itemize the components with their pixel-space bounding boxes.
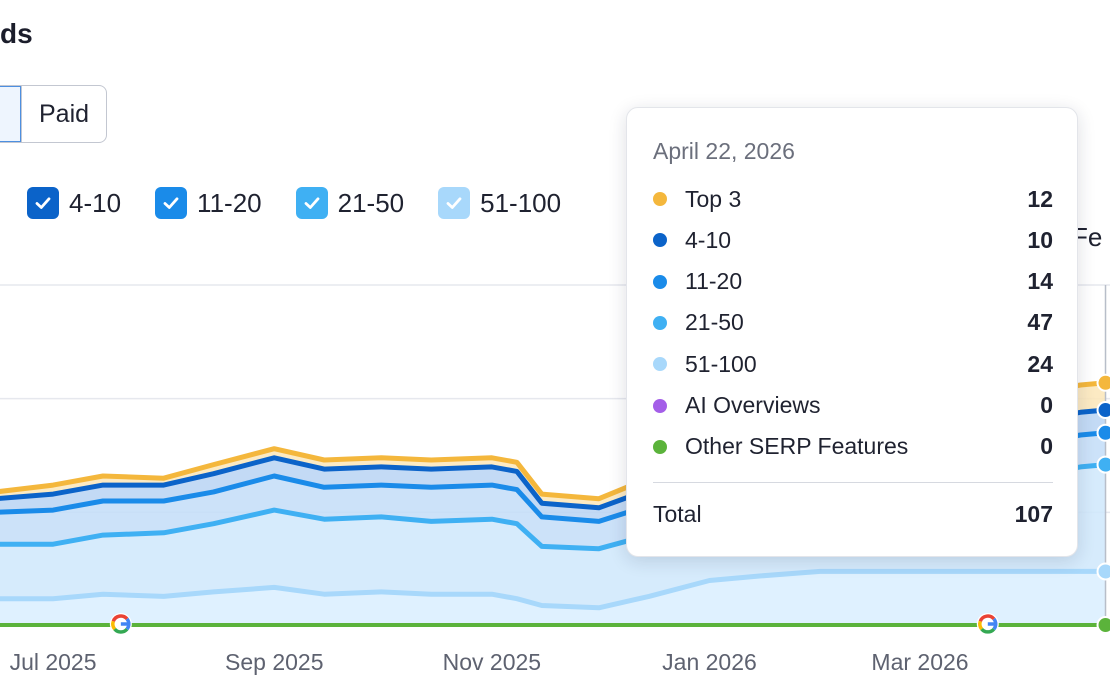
series-color-dot xyxy=(653,357,667,372)
area-51-100 xyxy=(0,571,1106,626)
tooltip-date: April 22, 2026 xyxy=(653,138,795,164)
series-color-dot xyxy=(653,192,667,206)
tooltip-row-value: 47 xyxy=(1027,309,1053,336)
series-line-51-100 xyxy=(0,568,1108,611)
hover-marker-21-50 xyxy=(1096,455,1110,474)
legend-label: 11-20 xyxy=(197,187,262,218)
tooltip-row-value: 12 xyxy=(1027,185,1053,212)
tooltip-row-label: 4-10 xyxy=(685,226,732,253)
legend-label: 51-100 xyxy=(480,187,562,218)
tooltip-row: Top 3 12 xyxy=(653,184,1053,214)
tooltip-row: 11-20 14 xyxy=(653,267,1053,297)
x-tick-label: Mar 2026 xyxy=(871,649,968,675)
hover-marker-other-serp-features xyxy=(1096,616,1110,634)
tooltip-row: AI Overviews 0 xyxy=(653,391,1053,421)
checkbox-51-100[interactable] xyxy=(438,187,471,219)
tooltip-row-value: 24 xyxy=(1027,350,1053,377)
legend-item-51-100[interactable]: 51-100 xyxy=(438,187,561,219)
google-update-icon[interactable] xyxy=(109,613,132,635)
series-legend: 4-10 11-20 21-50 51-100 xyxy=(27,187,595,219)
hover-marker-top-3 xyxy=(1096,373,1110,392)
checkbox-4-10[interactable] xyxy=(27,187,59,219)
google-update-icon[interactable] xyxy=(976,613,999,635)
x-tick-label: Jan 2026 xyxy=(662,649,757,675)
tooltip-total-row: Total 107 xyxy=(653,501,1053,528)
x-tick-label: Sep 2025 xyxy=(225,649,323,675)
tooltip-total-value: 107 xyxy=(1014,501,1053,527)
x-tick-label: Jul 2025 xyxy=(10,649,97,675)
series-color-dot xyxy=(653,274,667,289)
tooltip-row-label: 11-20 xyxy=(685,268,743,295)
tooltip-row-value: 0 xyxy=(1040,433,1053,460)
legend-item-21-50[interactable]: 21-50 xyxy=(295,187,405,219)
tooltip-row-label: 21-50 xyxy=(685,309,744,336)
hover-marker-51-100 xyxy=(1096,562,1110,581)
hover-marker-4-10 xyxy=(1096,401,1110,420)
tooltip-row-label: Top 3 xyxy=(685,185,742,212)
panel-title: ds xyxy=(0,18,33,49)
check-icon xyxy=(446,197,462,209)
series-color-dot xyxy=(653,315,667,330)
organic-toggle-button[interactable] xyxy=(0,86,21,142)
tooltip-row-label: Other SERP Features xyxy=(685,433,909,460)
legend-label: 4-10 xyxy=(69,187,122,218)
series-color-dot xyxy=(653,398,667,413)
series-color-dot xyxy=(653,233,667,248)
checkbox-21-50[interactable] xyxy=(295,187,328,219)
paid-toggle-button[interactable]: Paid xyxy=(21,86,106,142)
hover-marker-11-20 xyxy=(1096,423,1110,442)
tooltip-total-label: Total xyxy=(653,501,702,527)
check-icon xyxy=(304,197,320,209)
check-icon xyxy=(35,197,51,209)
check-icon xyxy=(163,197,179,209)
tooltip-row: Other SERP Features 0 xyxy=(653,432,1053,462)
x-tick-label: Nov 2025 xyxy=(443,649,541,675)
tooltip-row-value: 10 xyxy=(1027,226,1053,253)
tooltip-divider xyxy=(653,482,1053,483)
chart-tooltip: April 22, 2026 Top 3 12 4-10 10 11-20 14 21-50… xyxy=(626,107,1078,557)
tooltip-row: 4-10 10 xyxy=(653,225,1053,255)
legend-label: 21-50 xyxy=(337,187,405,218)
legend-item-11-20[interactable]: 11-20 xyxy=(155,187,262,219)
tooltip-row-value: 0 xyxy=(1040,392,1053,418)
series-color-dot xyxy=(653,439,667,454)
tooltip-row: 21-50 47 xyxy=(653,308,1053,338)
checkbox-11-20[interactable] xyxy=(155,187,188,219)
traffic-type-toggle: Paid xyxy=(0,85,108,143)
tooltip-row-value: 14 xyxy=(1027,268,1053,295)
legend-item-4-10[interactable]: 4-10 xyxy=(27,187,121,219)
tooltip-row-label: 51-100 xyxy=(685,350,757,377)
tooltip-row-label: AI Overviews xyxy=(685,392,821,418)
tooltip-row: 51-100 24 xyxy=(653,349,1053,379)
